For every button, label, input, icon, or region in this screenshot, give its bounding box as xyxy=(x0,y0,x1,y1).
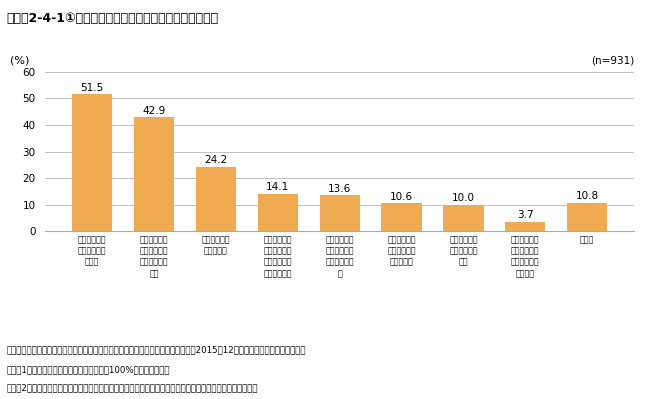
Bar xyxy=(443,205,483,231)
Text: 51.5: 51.5 xyxy=(80,83,104,93)
Text: (%): (%) xyxy=(10,55,29,65)
Text: 10.0: 10.0 xyxy=(452,193,475,203)
Text: 3.7: 3.7 xyxy=(517,210,534,220)
Text: 24.2: 24.2 xyxy=(204,156,228,166)
Bar xyxy=(567,203,608,231)
Bar xyxy=(258,194,298,231)
Text: （注）1．複数回答のため、合計は必ずしも100%にはならない。: （注）1．複数回答のため、合計は必ずしも100%にはならない。 xyxy=(6,365,170,374)
Text: 資料：中小企業庁委託「中小企業のリスクマネジメントへの取組に関する調査」（2015年12月、みずほ総合研究所（株））: 資料：中小企業庁委託「中小企業のリスクマネジメントへの取組に関する調査」（201… xyxy=(6,345,306,354)
Text: 42.9: 42.9 xyxy=(142,106,166,116)
Bar xyxy=(196,167,236,231)
Text: 14.1: 14.1 xyxy=(266,182,289,192)
Bar xyxy=(505,221,545,231)
Text: 13.6: 13.6 xyxy=(328,184,351,194)
Text: コラム2-4-1①図　新事業展開がうまくいかなかった理由: コラム2-4-1①図 新事業展開がうまくいかなかった理由 xyxy=(6,12,219,25)
Bar xyxy=(382,203,422,231)
Bar xyxy=(72,95,113,231)
Text: 10.8: 10.8 xyxy=(576,191,598,201)
Text: 10.6: 10.6 xyxy=(390,192,413,201)
Bar xyxy=(134,117,174,231)
Text: 2．新事業展開に対する評価に関して「どちらでもない」、「失敗」と回答した企業を集計している。: 2．新事業展開に対する評価に関して「どちらでもない」、「失敗」と回答した企業を集… xyxy=(6,383,258,392)
Text: (n=931): (n=931) xyxy=(591,55,634,65)
Bar xyxy=(320,195,360,231)
